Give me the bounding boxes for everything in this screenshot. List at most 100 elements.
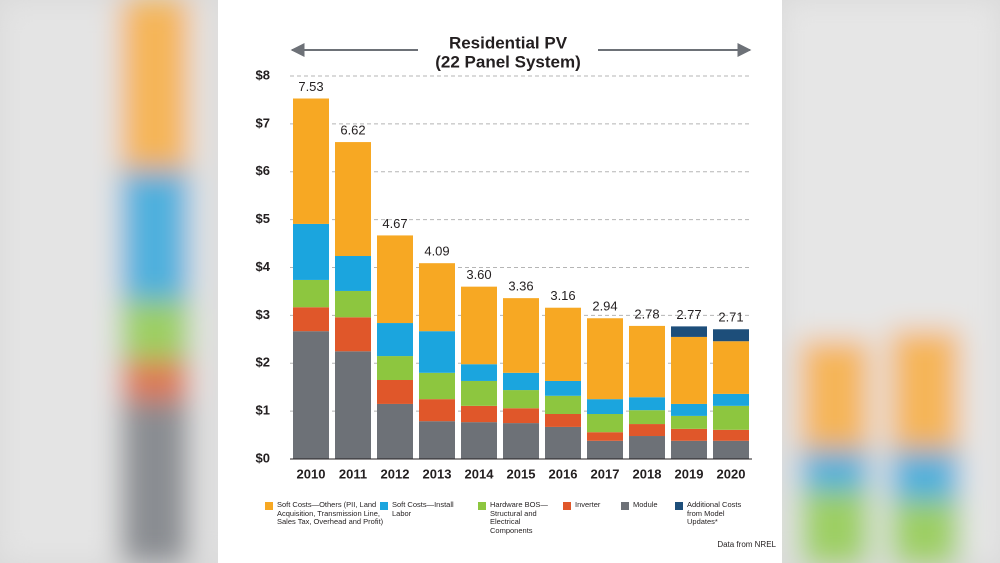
bar-segment (377, 235, 413, 324)
y-tick-label: $1 (256, 403, 270, 418)
bar-segment (419, 372, 455, 400)
y-tick-label: $0 (256, 450, 270, 465)
bar-segment (419, 263, 455, 332)
bar-segment (629, 397, 665, 411)
bar-segment (545, 395, 581, 414)
bar-segment (503, 390, 539, 409)
bar-segment (419, 331, 455, 373)
bar-segment (503, 423, 539, 459)
legend-swatch (380, 502, 388, 510)
legend-label: Hardware BOS—Structural and Electrical C… (490, 500, 548, 535)
bar-segment (587, 399, 623, 414)
legend-label: Soft Costs—Others (PII, Land Acquisition… (277, 500, 384, 526)
bar-segment (293, 307, 329, 332)
legend-label: Soft Costs—Install Labor (392, 500, 454, 518)
bar-segment (545, 413, 581, 427)
x-tick-label: 2010 (297, 466, 326, 481)
legend-item: Additional Costs from Model Updates* (675, 500, 757, 527)
total-label: 2.77 (676, 307, 701, 322)
bar-segment (629, 325, 665, 398)
total-label: 4.09 (424, 244, 449, 259)
legend-swatch (621, 502, 629, 510)
y-tick-label: $6 (256, 163, 270, 178)
bar-segment (713, 393, 749, 406)
total-label: 3.60 (466, 267, 491, 282)
source-note: Data from NREL (717, 540, 776, 549)
legend-label: Module (633, 500, 658, 509)
bar-segment (293, 279, 329, 308)
bar-segment (293, 98, 329, 224)
legend-item: Soft Costs—Install Labor (380, 500, 462, 518)
bar-segment (713, 429, 749, 441)
bar-segment (629, 436, 665, 459)
bar-segment (671, 336, 707, 404)
legend-label: Additional Costs from Model Updates* (687, 500, 742, 526)
bar-segment (629, 410, 665, 425)
bar-segment (461, 422, 497, 459)
total-label: 6.62 (340, 123, 365, 138)
bar-segment (671, 440, 707, 459)
bar-segment (461, 364, 497, 381)
x-tick-label: 2011 (339, 466, 367, 481)
total-label: 2.94 (592, 299, 617, 314)
legend-swatch (478, 502, 486, 510)
x-tick-label: 2014 (465, 466, 495, 481)
bar-segment (335, 290, 371, 318)
bar-segment (545, 307, 581, 381)
bar-segment (293, 331, 329, 459)
bar-segment (335, 142, 371, 257)
bar-segment (713, 341, 749, 394)
bar-segment (671, 415, 707, 429)
bar-segment (335, 256, 371, 291)
bar-segment (377, 323, 413, 357)
bar-segment (713, 440, 749, 459)
bar-segment (671, 428, 707, 441)
x-tick-label: 2018 (633, 466, 662, 481)
x-tick-label: 2012 (381, 466, 410, 481)
y-tick-label: $3 (256, 307, 270, 322)
bar-segment (503, 372, 539, 391)
bar-segment (629, 424, 665, 437)
bar-segment (587, 413, 623, 433)
x-tick-label: 2013 (423, 466, 452, 481)
bar-segment (335, 351, 371, 459)
total-label: 3.16 (550, 288, 575, 303)
bar-segment (713, 329, 749, 342)
y-tick-label: $5 (256, 211, 270, 226)
total-label: 2.78 (634, 306, 659, 321)
chart-subtitle: (22 Panel System) (435, 52, 581, 71)
bar-segment (671, 326, 707, 337)
x-tick-label: 2019 (675, 466, 704, 481)
bar-segment (671, 403, 707, 416)
bar-segment (587, 318, 623, 400)
bar-segment (377, 380, 413, 404)
bar-segment (461, 380, 497, 406)
legend-item: Inverter (563, 500, 625, 510)
x-tick-label: 2016 (549, 466, 578, 481)
bar-segment (713, 405, 749, 430)
bar-segment (587, 440, 623, 459)
total-label: 3.36 (508, 279, 533, 294)
bar-segment (377, 356, 413, 381)
legend-swatch (265, 502, 273, 510)
bar-segment (461, 286, 497, 365)
bar-segment (419, 399, 455, 422)
bar-segment (587, 432, 623, 441)
bar-segment (503, 408, 539, 424)
legend-item: Soft Costs—Others (PII, Land Acquisition… (265, 500, 385, 527)
total-label: 7.53 (298, 79, 323, 94)
chart-title: Residential PV (449, 33, 568, 52)
bar-segment (545, 380, 581, 396)
legend-label: Inverter (575, 500, 601, 509)
x-tick-label: 2020 (717, 466, 746, 481)
bar-segment (545, 426, 581, 459)
legend-swatch (675, 502, 683, 510)
bar-segment (377, 403, 413, 459)
y-tick-label: $2 (256, 355, 270, 370)
x-tick-label: 2017 (591, 466, 620, 481)
y-tick-label: $4 (256, 259, 271, 274)
y-tick-label: $7 (256, 115, 270, 130)
total-label: 4.67 (382, 216, 407, 231)
